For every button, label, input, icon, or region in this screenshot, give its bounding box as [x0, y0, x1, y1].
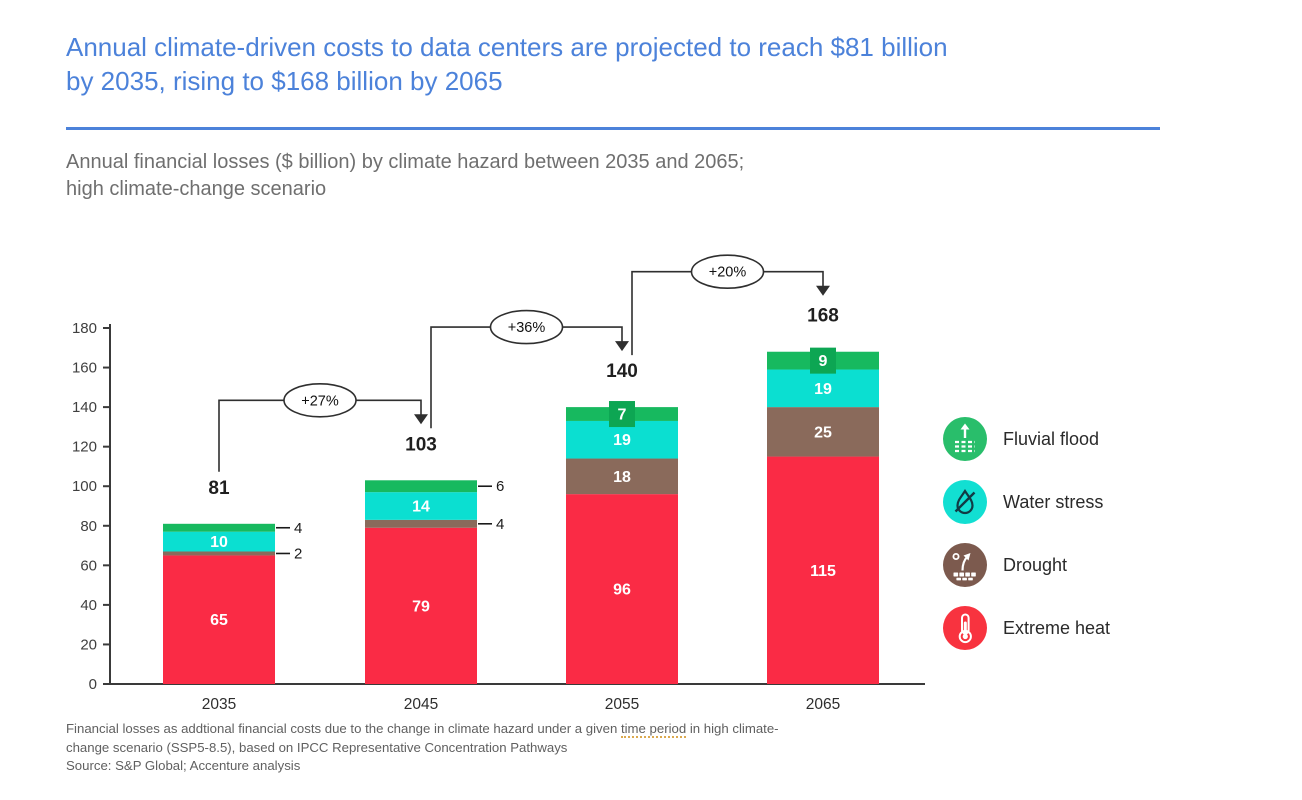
subtitle-line-2: high climate-change scenario: [66, 178, 327, 200]
bar-segment-drought-2035: [163, 551, 275, 556]
bar-value-label: 25: [814, 424, 832, 441]
bar-total-label: 140: [606, 361, 638, 382]
drought-icon: [943, 543, 987, 587]
subtitle-line-1: Annual financial losses ($ billion) by c…: [66, 151, 745, 173]
legend-item-drought: Drought: [943, 543, 1067, 587]
bar-value-callout-label: 4: [496, 516, 504, 533]
extreme-heat-icon: [943, 606, 987, 650]
bar-segment-extreme-heat-2065: [767, 456, 879, 684]
page-title: Annual climate-driven costs to data cent…: [66, 30, 1186, 98]
bar-value-label: 10: [210, 534, 228, 551]
growth-percent-label: +20%: [709, 265, 747, 281]
y-tick-label: 140: [72, 399, 97, 416]
bar-total-label: 81: [208, 478, 230, 499]
bar-value-label: 19: [613, 432, 631, 449]
bar-label-tab: [609, 401, 635, 428]
bar-segment-drought-2055: [566, 458, 678, 495]
bar-value-label: 65: [210, 612, 228, 629]
bar-segment-fluvial-flood-2035: [163, 523, 275, 532]
footnote-source: Source: S&P Global; Accenture analysis: [66, 758, 301, 773]
footnote-line-2: change scenario (SSP5-8.5), based on IPC…: [66, 739, 568, 755]
x-category-label: 2055: [605, 696, 639, 713]
x-category-label: 2065: [806, 696, 840, 713]
title-line-2: by 2035, rising to $168 billion by 2065: [66, 66, 503, 96]
legend-label: Drought: [1003, 554, 1068, 575]
legend-item-extreme-heat: Extreme heat: [943, 606, 1110, 650]
chart-subtitle: Annual financial losses ($ billion) by c…: [66, 149, 966, 203]
y-tick-label: 60: [80, 557, 97, 574]
footnote: Financial losses as addtional financial …: [66, 720, 946, 776]
bar-total-label: 168: [807, 306, 839, 327]
fluvial-flood-icon: [943, 417, 987, 461]
x-category-label: 2035: [202, 696, 236, 713]
bar-segment-water-stress-2055: [566, 420, 678, 459]
growth-percent-label: +36%: [508, 320, 546, 336]
y-tick-label: 80: [80, 518, 97, 535]
y-tick-label: 120: [72, 439, 97, 456]
bar-segment-extreme-heat-2055: [566, 494, 678, 684]
bar-value-label: 96: [613, 582, 631, 599]
y-tick-label: 100: [72, 478, 97, 495]
bar-segment-drought-2045: [365, 519, 477, 528]
bar-value-callout-label: 4: [294, 520, 302, 537]
title-divider: [66, 127, 1160, 130]
x-category-label: 2045: [404, 696, 438, 713]
bar-value-callout-label: 6: [496, 478, 504, 495]
water-stress-icon: [943, 480, 987, 524]
growth-oval: [283, 382, 357, 418]
bar-segment-extreme-heat-2045: [365, 527, 477, 684]
bar-label-tab: [810, 347, 836, 374]
bar-value-label: 19: [814, 381, 832, 398]
bar-value-label: 18: [613, 469, 631, 486]
spellcheck-underline: time period: [620, 721, 687, 738]
bar-value-label: 115: [810, 563, 836, 580]
y-tick-label: 160: [72, 360, 97, 377]
growth-oval: [489, 309, 564, 345]
arrow-down-icon: [414, 414, 428, 425]
legend-label: Water stress: [1003, 491, 1104, 512]
bar-total-label: 103: [405, 434, 437, 455]
y-tick-label: 0: [89, 676, 97, 693]
bar-segment-drought-2065: [767, 407, 879, 457]
arrow-down-icon: [615, 341, 629, 352]
bar-value-label: 9: [819, 353, 828, 370]
growth-percent-label: +27%: [301, 393, 339, 409]
y-tick-label: 20: [80, 636, 97, 653]
bar-segment-water-stress-2065: [767, 369, 879, 408]
bar-value-label: 79: [412, 598, 430, 615]
growth-oval: [690, 254, 765, 290]
legend-label: Fluvial flood: [1003, 428, 1100, 449]
footnote-line-1: Financial losses as addtional financial …: [66, 721, 779, 738]
arrow-down-icon: [816, 285, 830, 296]
legend-item-fluvial-flood: Fluvial flood: [943, 417, 1099, 461]
y-tick-label: 180: [72, 320, 97, 337]
bar-segment-extreme-heat-2035: [163, 555, 275, 684]
legend-label: Extreme heat: [1003, 617, 1111, 638]
y-tick-label: 40: [80, 597, 97, 614]
bar-segment-water-stress-2035: [163, 531, 275, 552]
title-line-1: Annual climate-driven costs to data cent…: [66, 32, 948, 62]
bar-value-label: 14: [412, 499, 430, 516]
legend-item-water-stress: Water stress: [943, 480, 1103, 524]
bar-segment-water-stress-2045: [365, 492, 477, 520]
bar-segment-fluvial-flood-2045: [365, 480, 477, 493]
bar-value-label: 7: [618, 407, 627, 424]
bar-value-callout-label: 2: [294, 545, 302, 562]
